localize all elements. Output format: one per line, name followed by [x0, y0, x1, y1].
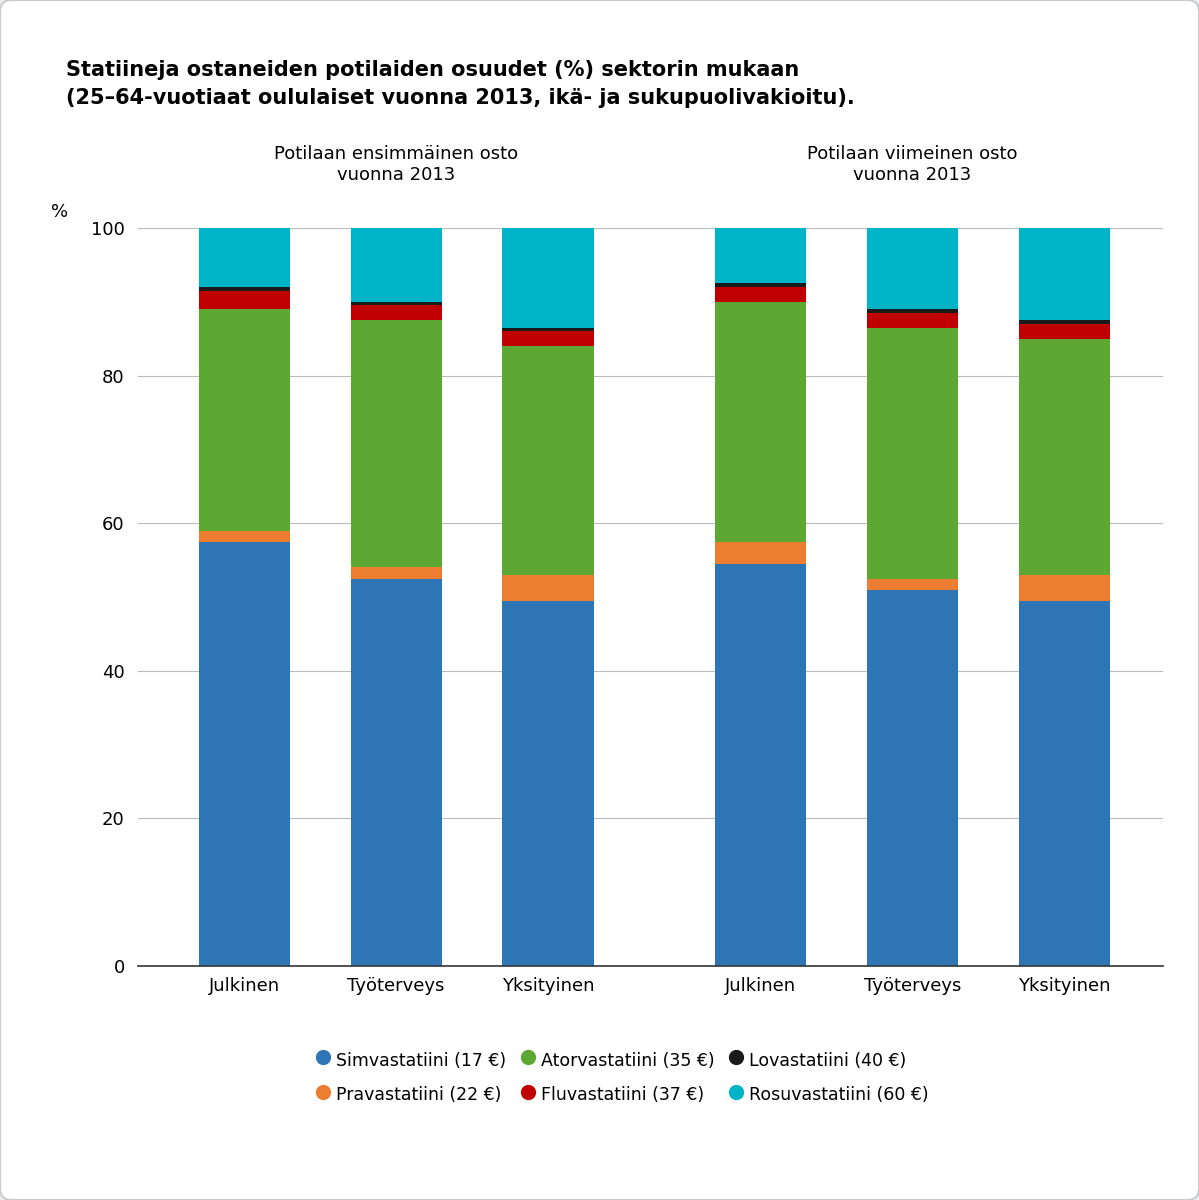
Bar [199, 310, 290, 530]
Bar [502, 228, 594, 328]
Bar [867, 578, 958, 589]
Bar [502, 328, 594, 331]
Bar [867, 228, 958, 310]
Bar [867, 310, 958, 313]
Bar [715, 564, 806, 966]
Bar [350, 301, 441, 306]
Bar [867, 328, 958, 578]
Bar [867, 589, 958, 966]
Bar [1019, 601, 1110, 966]
Bar [502, 331, 594, 346]
Bar [350, 306, 441, 320]
Bar [199, 541, 290, 966]
Bar [350, 568, 441, 578]
Bar [199, 290, 290, 310]
Bar [502, 346, 594, 575]
Bar [715, 287, 806, 301]
Bar [1019, 228, 1110, 320]
Bar [1019, 338, 1110, 575]
Bar [715, 283, 806, 287]
Bar [199, 287, 290, 290]
Bar [715, 541, 806, 564]
Bar [350, 320, 441, 568]
Bar [867, 313, 958, 328]
Bar [715, 301, 806, 541]
Text: Statiineja ostaneiden potilaiden osuudet (%) sektorin mukaan
(25–64-vuotiaat oul: Statiineja ostaneiden potilaiden osuudet… [66, 60, 855, 108]
Bar [1019, 320, 1110, 324]
Legend: Simvastatiini (17 €), Pravastatiini (22 €), Atorvastatiini (35 €), Fluvastatiini: Simvastatiini (17 €), Pravastatiini (22 … [319, 1049, 928, 1105]
Bar [350, 228, 441, 301]
Bar [199, 530, 290, 541]
Text: Potilaan viimeinen osto
vuonna 2013: Potilaan viimeinen osto vuonna 2013 [807, 145, 1018, 184]
Bar [502, 601, 594, 966]
Bar [715, 228, 806, 283]
Text: %: % [50, 203, 68, 221]
Bar [1019, 575, 1110, 601]
Bar [199, 228, 290, 287]
Bar [1019, 324, 1110, 338]
Text: Potilaan ensimmäinen osto
vuonna 2013: Potilaan ensimmäinen osto vuonna 2013 [275, 145, 518, 184]
Bar [350, 578, 441, 966]
Text: KUVIO 3.: KUVIO 3. [30, 22, 133, 41]
Bar [502, 575, 594, 601]
